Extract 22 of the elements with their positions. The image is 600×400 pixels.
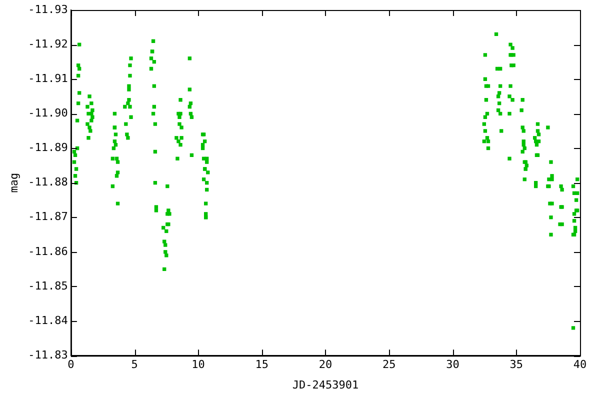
y-tick-label: -11.84 (28, 314, 68, 327)
y-tick-label: -11.89 (28, 141, 68, 154)
y-tick-label: -11.87 (28, 210, 68, 224)
x-tick-label: 0 (68, 358, 74, 372)
x-tick-label: 15 (255, 358, 268, 372)
x-tick-label: 20 (318, 358, 332, 372)
y-tick-label: -11.88 (28, 176, 68, 189)
x-tick-label: 10 (192, 358, 205, 372)
y-tick-label: -11.83 (28, 348, 68, 362)
y-axis-title: mag (7, 172, 20, 193)
x-tick-label: 30 (446, 358, 460, 372)
y-tick-label: -11.85 (28, 279, 68, 292)
y-tick-label: -11.93 (28, 2, 68, 16)
x-axis-title: JD-2453901 (292, 378, 359, 392)
x-tick-label: 25 (382, 358, 396, 372)
y-tick-label: -11.90 (28, 106, 68, 120)
x-tick-label: 40 (573, 358, 587, 372)
x-tick-label: 35 (510, 358, 523, 372)
y-tick-label: -11.86 (28, 244, 68, 258)
y-tick-label: -11.91 (28, 72, 68, 85)
y-tick-label: -11.92 (28, 37, 68, 50)
x-tick-label: 5 (131, 358, 138, 372)
